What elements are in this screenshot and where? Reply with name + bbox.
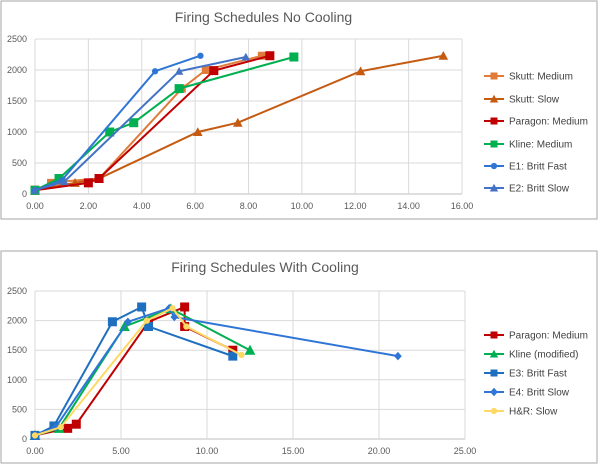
- legend-label: E3: Britt Fast: [509, 369, 567, 380]
- data-point: [180, 302, 190, 312]
- data-point: [60, 177, 69, 186]
- data-point: [170, 312, 179, 322]
- data-point: [355, 66, 366, 76]
- data-point: [144, 322, 154, 332]
- series-line: [34, 56, 247, 192]
- y-tick-label: 2000: [7, 316, 27, 326]
- legend-label: E2: Britt Slow: [509, 184, 570, 195]
- x-tick-label: 4.00: [133, 201, 151, 211]
- chart-1: Firing Schedules No Cooling 0 500 1000 1500 2…: [0, 0, 598, 220]
- data-point: [169, 305, 176, 312]
- data-point: [129, 118, 139, 128]
- legend-marker: [490, 407, 498, 415]
- data-point: [183, 323, 190, 330]
- y-tick-label: 500: [12, 404, 27, 414]
- data-point: [71, 419, 81, 429]
- data-point: [257, 51, 266, 60]
- data-point: [83, 178, 93, 188]
- data-point: [233, 117, 243, 127]
- x-tick-label: 5.00: [112, 446, 130, 456]
- data-point: [394, 351, 402, 361]
- data-point: [265, 51, 275, 61]
- x-tick-label: 0.00: [26, 446, 44, 456]
- data-point: [63, 423, 73, 433]
- data-point: [31, 432, 39, 439]
- data-point: [197, 52, 204, 59]
- chart-title: Firing Schedules No Cooling: [175, 9, 352, 25]
- legend-label: E1: Britt Fast: [509, 162, 567, 173]
- y-tick-label: 1000: [7, 127, 27, 137]
- series-line: [34, 306, 399, 437]
- x-tick-label: 25.00: [454, 446, 477, 456]
- y-tick-label: 500: [12, 158, 27, 168]
- legend-label: Kline: Medium: [509, 140, 572, 151]
- data-point: [174, 84, 184, 94]
- series-line: [34, 306, 242, 437]
- data-point: [54, 174, 64, 183]
- data-point: [94, 174, 104, 183]
- legend-label: E4: Britt Slow: [509, 388, 570, 399]
- data-point: [30, 186, 40, 194]
- data-point: [107, 317, 117, 327]
- data-point: [143, 317, 150, 324]
- chart-title: Firing Schedules With Cooling: [171, 259, 359, 275]
- data-point: [228, 351, 238, 361]
- data-point: [151, 68, 159, 75]
- legend-marker: [490, 140, 498, 148]
- legend-label: Skutt: Medium: [509, 72, 573, 83]
- y-tick-label: 2500: [7, 34, 27, 44]
- data-point: [201, 66, 210, 74]
- x-tick-label: 15.00: [282, 446, 305, 456]
- y-tick-label: 2000: [7, 65, 27, 75]
- y-tick-label: 1000: [7, 375, 27, 385]
- y-tick-label: 0: [22, 189, 27, 199]
- legend-marker: [490, 331, 498, 339]
- y-tick-label: 1500: [7, 345, 27, 355]
- data-point: [105, 127, 115, 137]
- legend-marker: [490, 117, 498, 125]
- legend-label: H&R: Slow: [509, 407, 558, 418]
- legend-marker: [490, 162, 498, 170]
- data-point: [57, 424, 64, 431]
- x-tick-label: 0.00: [26, 201, 44, 211]
- x-tick-label: 10.00: [196, 446, 219, 456]
- series-e2-britt-slow: [30, 52, 251, 194]
- x-tick-label: 6.00: [186, 201, 204, 211]
- series-h-r-slow: [31, 305, 245, 439]
- y-tick-label: 0: [22, 434, 27, 444]
- data-point: [137, 302, 147, 312]
- data-point: [289, 52, 299, 62]
- legend-label: Paragon: Medium: [509, 117, 588, 128]
- y-tick-label: 2500: [7, 286, 27, 296]
- chart-frame: [0, 250, 598, 464]
- x-tick-label: 10.00: [291, 201, 314, 211]
- legend-marker: [489, 183, 499, 192]
- data-point: [438, 50, 449, 60]
- data-point: [192, 127, 203, 136]
- x-tick-label: 8.00: [240, 201, 258, 211]
- legend-label: Paragon: Medium: [509, 331, 588, 342]
- data-point: [241, 52, 251, 61]
- legend-marker: [490, 387, 498, 397]
- x-tick-label: 16.00: [451, 201, 474, 211]
- data-point: [174, 67, 184, 75]
- chart-2: Firing Schedules With Cooling 0 500 1000 150…: [0, 250, 598, 464]
- data-point: [244, 344, 256, 355]
- x-tick-label: 12.00: [344, 201, 367, 211]
- legend-label: Kline (modified): [509, 350, 578, 361]
- x-tick-label: 20.00: [368, 446, 391, 456]
- data-point: [238, 351, 245, 359]
- legend-marker: [490, 72, 498, 80]
- legend-marker: [489, 349, 499, 358]
- y-tick-label: 1500: [7, 96, 27, 106]
- x-tick-label: 14.00: [397, 201, 420, 211]
- x-tick-label: 2.00: [80, 201, 98, 211]
- legend-marker: [489, 94, 499, 103]
- legend-label: Skutt: Slow: [509, 95, 560, 106]
- data-point: [124, 317, 132, 326]
- data-point: [209, 66, 219, 76]
- legend-marker: [490, 369, 498, 377]
